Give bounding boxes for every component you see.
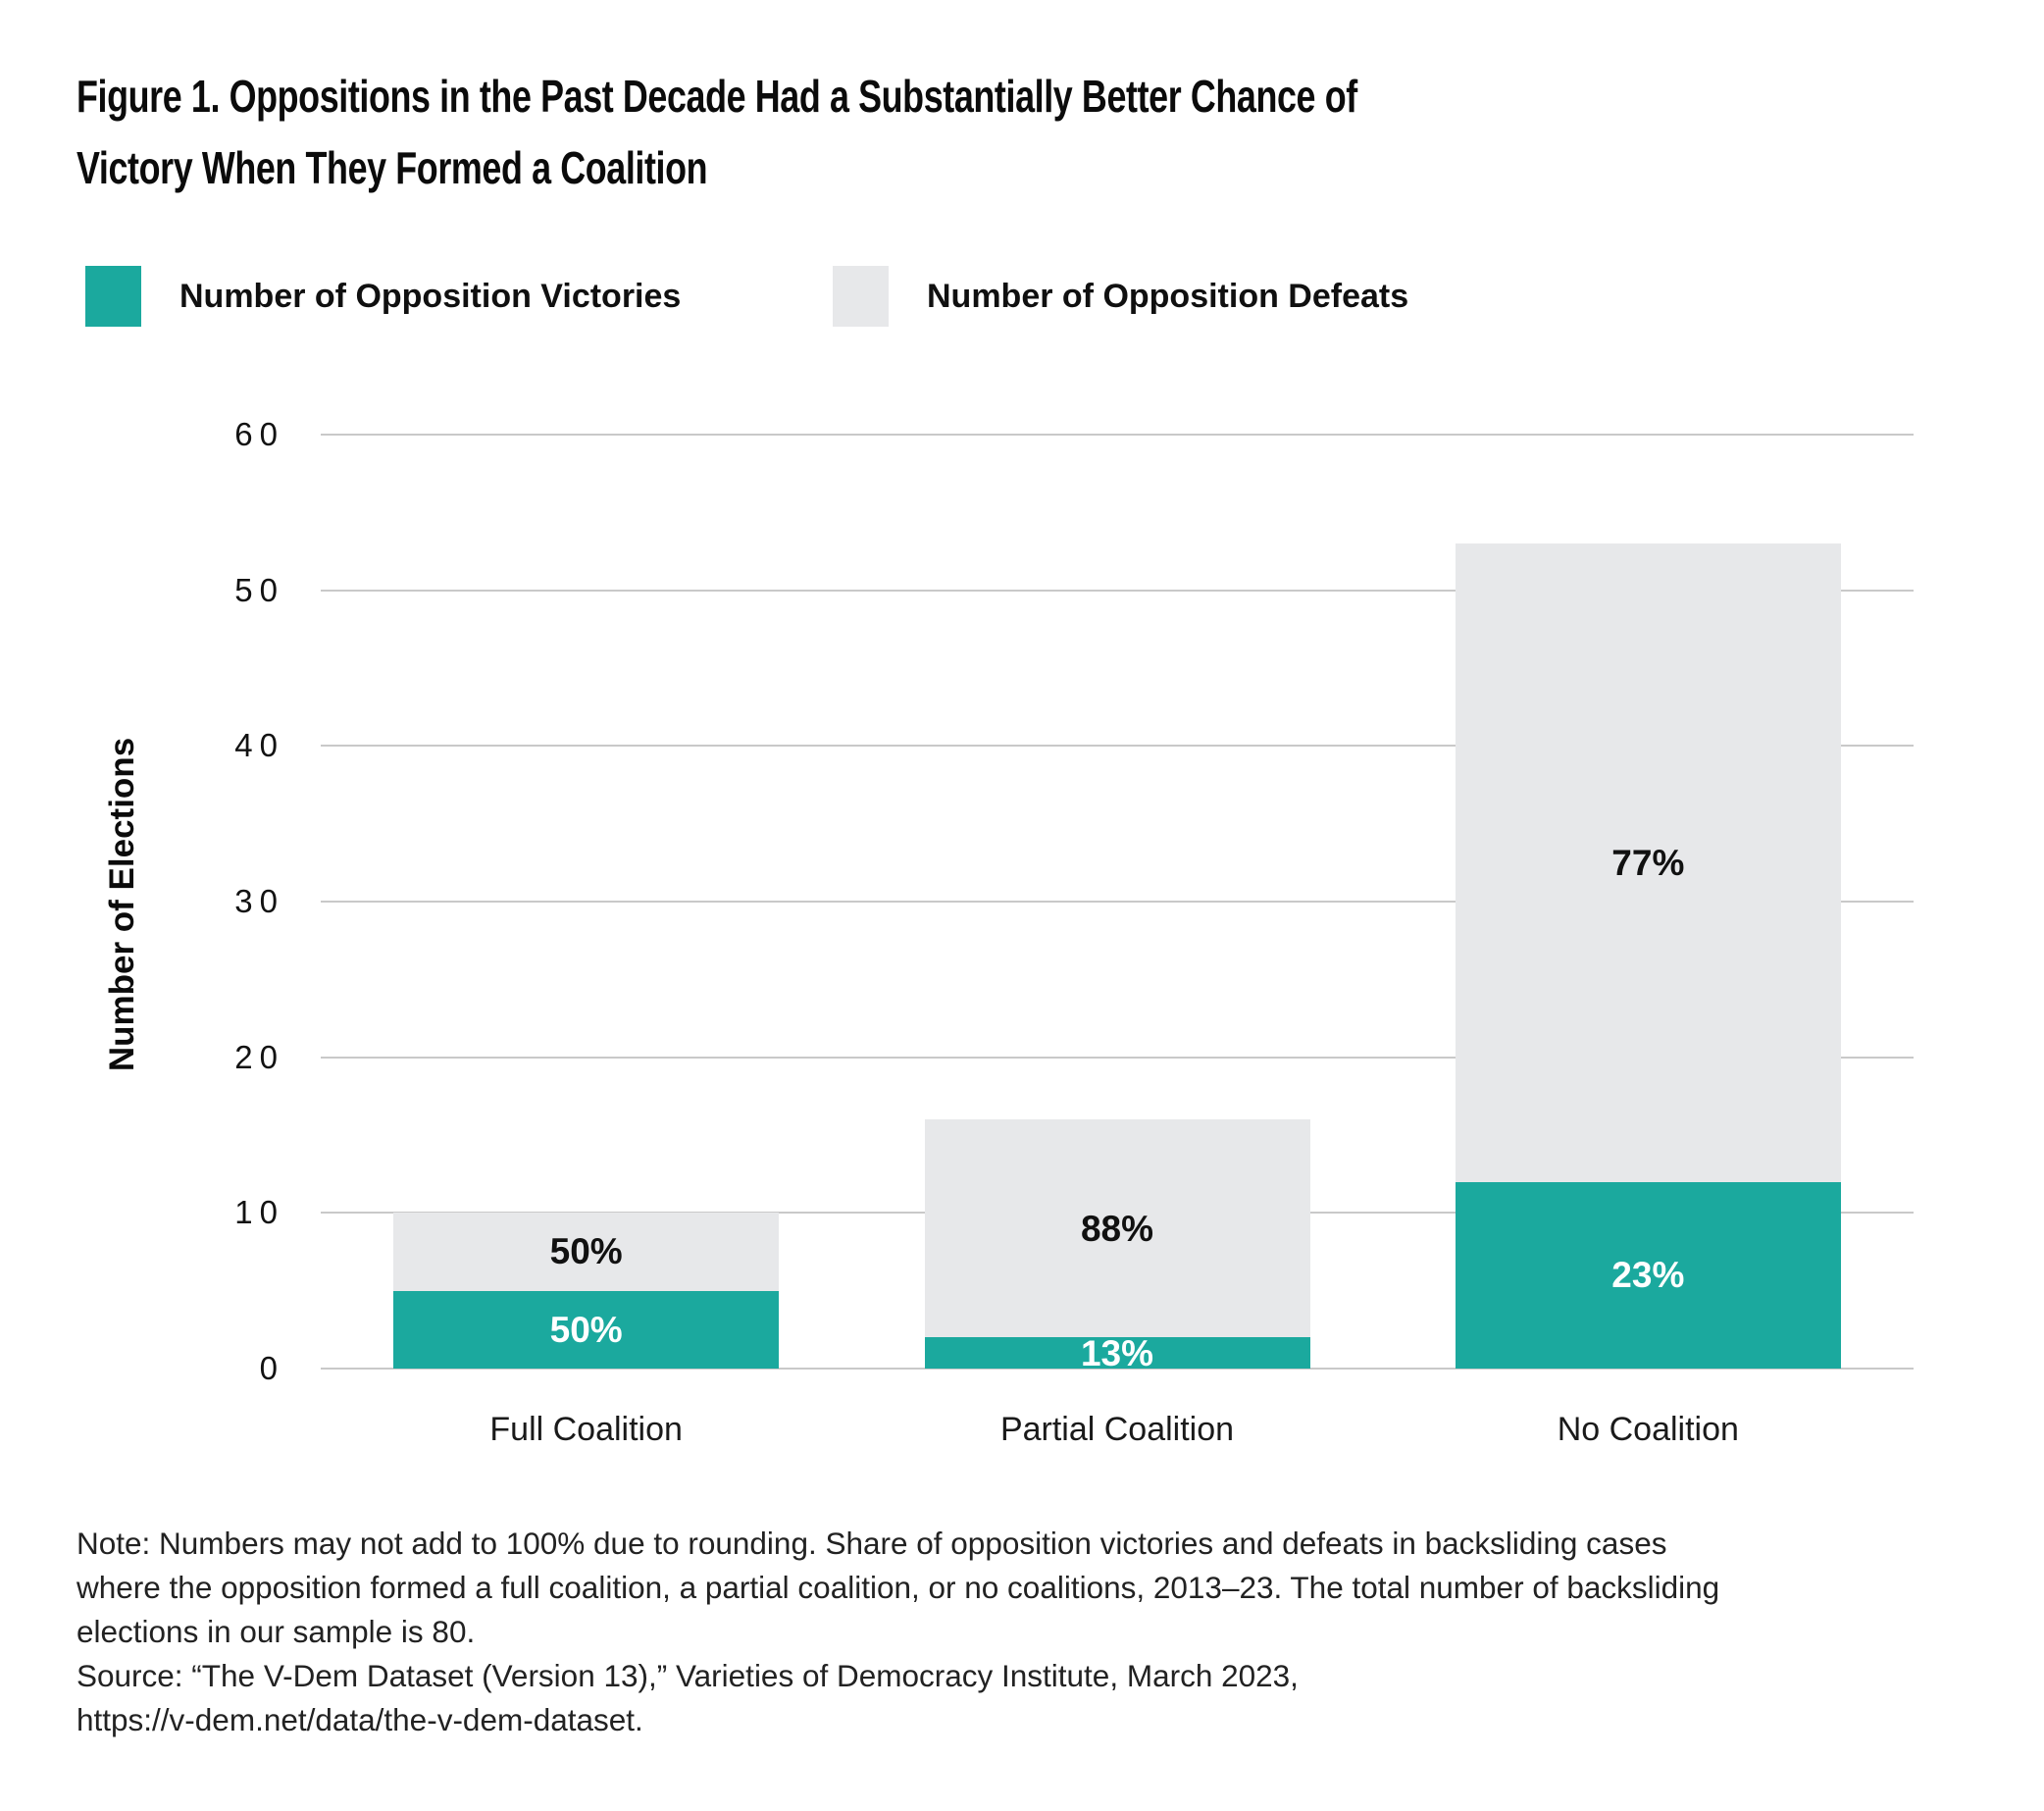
bar-label-defeats: 50% — [549, 1231, 623, 1272]
note-block: Note: Numbers may not add to 100% due to… — [77, 1522, 1719, 1742]
y-tick-label: 0 — [259, 1350, 284, 1386]
legend-item-victories: Number of Opposition Victories — [85, 266, 681, 327]
victories-swatch-icon — [85, 266, 141, 327]
figure-title-line-1: Figure 1. Oppositions in the Past Decade… — [77, 71, 1357, 122]
defeats-swatch-icon — [833, 266, 889, 327]
bar-segment-victories: 13% — [924, 1332, 1310, 1373]
bar-label-victories: 23% — [1611, 1255, 1685, 1296]
figure-title: Figure 1. Oppositions in the Past Decade… — [77, 61, 1357, 204]
bar-label-victories: 13% — [1080, 1332, 1154, 1373]
source-line: Source: “The V-Dem Dataset (Version 13),… — [77, 1658, 1299, 1693]
bar-segment-victories: 50% — [393, 1290, 780, 1369]
legend-label-victories: Number of Opposition Victories — [179, 277, 682, 315]
y-tick-label: 10 — [234, 1194, 284, 1231]
x-category-label: Partial Coalition — [999, 1411, 1235, 1448]
bar-segment-defeats: 88% — [924, 1119, 1310, 1338]
source-line: https://v-dem.net/data/the-v-dem-dataset… — [77, 1702, 643, 1737]
note-line: Note: Numbers may not add to 100% due to… — [77, 1526, 1667, 1561]
gridline — [321, 1368, 1914, 1370]
gridline — [321, 434, 1914, 436]
y-tick-label: 50 — [234, 571, 284, 608]
bar-segment-defeats: 77% — [1455, 543, 1841, 1182]
x-category-label: No Coalition — [1557, 1411, 1739, 1448]
y-tick-label: 60 — [234, 416, 284, 452]
gridline — [321, 1056, 1914, 1059]
figure-title-line-2: Victory When They Formed a Coalition — [77, 142, 708, 193]
note-line: where the opposition formed a full coali… — [77, 1570, 1720, 1605]
y-tick-label: 30 — [234, 883, 284, 919]
gridline — [321, 589, 1914, 592]
note-line: elections in our sample is 80. — [77, 1614, 476, 1649]
bar-segment-defeats: 50% — [393, 1213, 780, 1291]
y-tick-label: 40 — [234, 727, 284, 764]
gridline — [321, 745, 1914, 748]
gridline — [321, 901, 1914, 903]
y-tick-label: 20 — [234, 1038, 284, 1075]
legend-label-defeats: Number of Opposition Defeats — [927, 277, 1409, 315]
legend-item-defeats: Number of Opposition Defeats — [833, 266, 1408, 327]
bar-label-defeats: 88% — [1080, 1208, 1154, 1249]
x-category-label: Full Coalition — [489, 1411, 683, 1448]
bar-segment-victories: 23% — [1455, 1181, 1841, 1369]
bar-label-victories: 50% — [549, 1309, 623, 1350]
bar-label-defeats: 77% — [1611, 842, 1685, 883]
